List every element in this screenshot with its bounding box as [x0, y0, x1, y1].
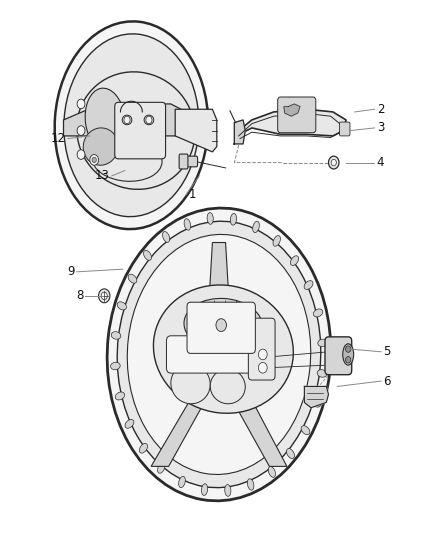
- Ellipse shape: [83, 128, 118, 165]
- Ellipse shape: [343, 344, 354, 365]
- FancyBboxPatch shape: [325, 337, 352, 375]
- Ellipse shape: [286, 449, 294, 458]
- Polygon shape: [234, 120, 245, 144]
- Text: 3: 3: [377, 122, 384, 134]
- Text: 13: 13: [95, 169, 110, 182]
- Ellipse shape: [107, 208, 331, 501]
- Circle shape: [346, 346, 351, 352]
- Ellipse shape: [317, 370, 327, 377]
- Circle shape: [216, 319, 226, 332]
- Ellipse shape: [125, 419, 134, 428]
- Ellipse shape: [64, 34, 199, 216]
- Polygon shape: [304, 386, 328, 408]
- Ellipse shape: [171, 364, 210, 404]
- Text: 9: 9: [67, 265, 74, 278]
- Ellipse shape: [184, 219, 191, 230]
- Text: 2: 2: [377, 103, 384, 116]
- Ellipse shape: [290, 256, 299, 265]
- FancyBboxPatch shape: [115, 102, 166, 159]
- Ellipse shape: [230, 213, 237, 225]
- Ellipse shape: [127, 235, 311, 474]
- Ellipse shape: [110, 362, 120, 370]
- Ellipse shape: [115, 392, 125, 400]
- Ellipse shape: [77, 72, 195, 189]
- Polygon shape: [151, 392, 210, 466]
- Text: 4: 4: [377, 156, 384, 169]
- FancyBboxPatch shape: [248, 318, 275, 380]
- Ellipse shape: [179, 477, 185, 488]
- Circle shape: [77, 99, 85, 109]
- Text: 8: 8: [76, 289, 83, 302]
- Ellipse shape: [55, 21, 208, 229]
- Ellipse shape: [311, 399, 321, 407]
- Ellipse shape: [158, 463, 165, 473]
- Circle shape: [331, 159, 336, 166]
- FancyBboxPatch shape: [166, 336, 272, 373]
- Ellipse shape: [247, 479, 254, 490]
- FancyBboxPatch shape: [187, 302, 255, 353]
- Polygon shape: [175, 109, 217, 152]
- Polygon shape: [234, 109, 346, 144]
- Polygon shape: [284, 104, 300, 116]
- FancyBboxPatch shape: [183, 156, 198, 167]
- Ellipse shape: [301, 426, 310, 435]
- Circle shape: [92, 157, 96, 163]
- Ellipse shape: [139, 443, 148, 453]
- Ellipse shape: [117, 221, 321, 488]
- Ellipse shape: [201, 484, 208, 496]
- Text: 1: 1: [188, 188, 196, 201]
- Ellipse shape: [122, 115, 132, 125]
- Ellipse shape: [85, 88, 125, 152]
- Ellipse shape: [273, 236, 280, 246]
- FancyBboxPatch shape: [339, 122, 350, 136]
- Circle shape: [101, 292, 107, 300]
- Ellipse shape: [225, 484, 231, 496]
- FancyBboxPatch shape: [179, 154, 188, 169]
- Circle shape: [346, 357, 351, 363]
- Ellipse shape: [111, 332, 121, 339]
- Text: 6: 6: [383, 375, 391, 387]
- Polygon shape: [228, 392, 287, 466]
- Ellipse shape: [304, 281, 313, 289]
- Circle shape: [146, 116, 152, 124]
- Ellipse shape: [318, 339, 328, 346]
- Circle shape: [99, 289, 110, 303]
- Ellipse shape: [144, 251, 152, 260]
- Polygon shape: [208, 243, 230, 317]
- Text: 12: 12: [51, 132, 66, 145]
- Ellipse shape: [210, 369, 245, 404]
- Ellipse shape: [144, 115, 154, 125]
- FancyBboxPatch shape: [278, 97, 316, 133]
- Circle shape: [328, 156, 339, 169]
- Ellipse shape: [268, 466, 276, 478]
- Ellipse shape: [313, 309, 323, 317]
- Ellipse shape: [92, 139, 162, 181]
- Ellipse shape: [207, 213, 213, 224]
- Ellipse shape: [117, 302, 127, 310]
- Ellipse shape: [184, 298, 263, 352]
- Ellipse shape: [128, 274, 137, 283]
- Circle shape: [77, 150, 85, 159]
- Polygon shape: [64, 104, 201, 136]
- Circle shape: [77, 126, 85, 135]
- Circle shape: [124, 116, 130, 124]
- Circle shape: [258, 349, 267, 360]
- Circle shape: [90, 155, 99, 165]
- Ellipse shape: [153, 285, 293, 413]
- Text: 5: 5: [383, 345, 391, 358]
- Ellipse shape: [253, 221, 259, 232]
- Ellipse shape: [162, 231, 170, 243]
- Circle shape: [258, 362, 267, 373]
